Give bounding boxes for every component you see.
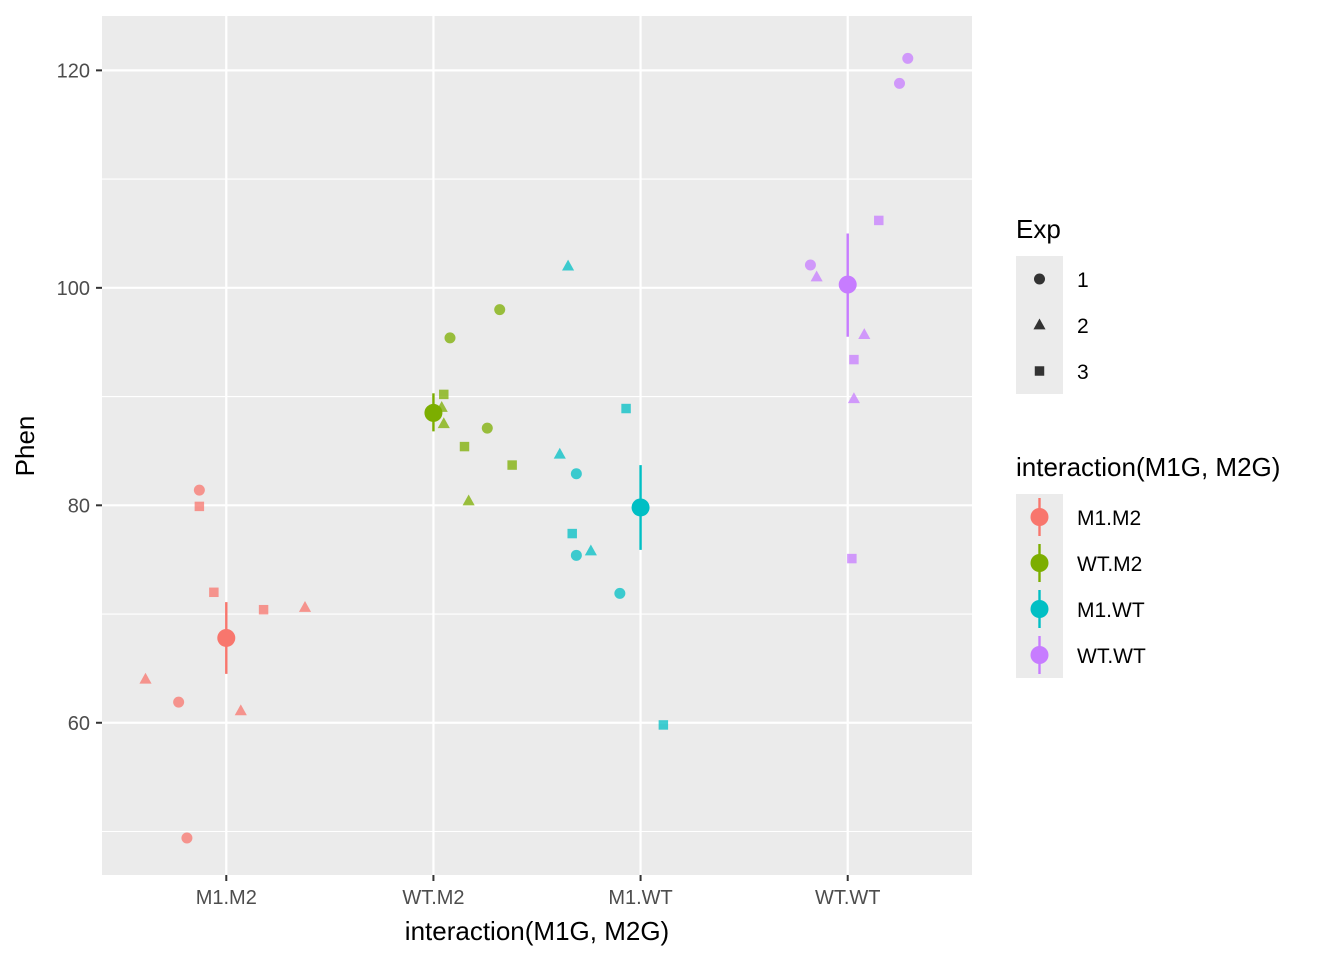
legend-label: 3 xyxy=(1077,361,1089,384)
legend-shape-circle xyxy=(1034,273,1045,285)
data-point xyxy=(439,389,449,400)
legend-mean-point xyxy=(1030,508,1049,526)
data-point xyxy=(444,332,456,344)
legend-label: 1 xyxy=(1077,269,1089,292)
mean-point xyxy=(424,403,443,422)
y-tick-label: 80 xyxy=(68,495,90,517)
x-axis-title: interaction(M1G, M2G) xyxy=(405,916,669,946)
data-point xyxy=(234,704,247,716)
data-point xyxy=(894,77,905,89)
data-point xyxy=(621,403,631,414)
data-point xyxy=(849,354,859,365)
data-point xyxy=(858,328,871,339)
axes: 60 80 100 120 M1.M2 WT.M2 M1.WT WT.WT xyxy=(57,60,881,909)
data-point xyxy=(810,270,823,282)
data-point xyxy=(584,544,597,556)
data-point xyxy=(553,447,566,459)
y-tick-label: 100 xyxy=(57,278,90,300)
y-tick-label: 60 xyxy=(68,713,90,735)
data-point xyxy=(298,601,312,612)
data-point xyxy=(181,832,193,844)
data-point xyxy=(494,304,506,316)
data-point xyxy=(804,259,816,271)
data-points xyxy=(139,52,914,844)
data-point xyxy=(847,392,860,404)
data-point xyxy=(139,672,152,684)
data-point xyxy=(507,460,517,470)
x-tick-label: M1.M2 xyxy=(196,887,257,909)
data-point xyxy=(209,587,219,598)
legend-mean-point xyxy=(1030,554,1049,572)
data-point xyxy=(173,696,185,708)
data-point xyxy=(658,720,669,730)
legend-label: M1.WT xyxy=(1077,599,1145,622)
data-point xyxy=(193,484,205,496)
legend-title-exp: Exp xyxy=(1016,214,1061,244)
legend-label: WT.M2 xyxy=(1077,553,1142,576)
mean-summaries xyxy=(217,233,857,674)
data-point xyxy=(258,604,269,615)
legend-shape-square xyxy=(1034,366,1045,376)
legend-mean-point xyxy=(1030,600,1049,618)
x-tick-label: WT.WT xyxy=(815,887,881,909)
x-tick-label: WT.M2 xyxy=(402,887,464,909)
data-point xyxy=(194,501,205,512)
legend-shape-triangle xyxy=(1033,318,1046,330)
plot-panel xyxy=(102,16,972,875)
grid-lines xyxy=(102,16,972,875)
mean-point xyxy=(217,628,236,647)
data-point xyxy=(459,441,470,452)
data-point xyxy=(481,422,493,434)
y-axis-title: Phen xyxy=(10,416,40,477)
legend-mean-point xyxy=(1030,646,1049,664)
y-tick-label: 120 xyxy=(57,60,90,82)
data-point xyxy=(570,549,582,561)
legend-label: WT.WT xyxy=(1077,645,1146,668)
data-point xyxy=(874,215,884,226)
data-point xyxy=(902,52,914,64)
data-point xyxy=(567,528,577,539)
data-point xyxy=(570,468,582,480)
legend-title-interaction: interaction(M1G, M2G) xyxy=(1016,452,1280,482)
data-point xyxy=(562,259,575,271)
data-point xyxy=(437,417,450,429)
legend-label: M1.M2 xyxy=(1077,507,1141,530)
x-tick-label: M1.WT xyxy=(608,887,672,909)
legends: Exp 1 2 3 interaction(M1G, M2G) M1.M2 WT.M2 M1.… xyxy=(1016,214,1280,678)
mean-point xyxy=(838,275,857,294)
data-point xyxy=(462,494,475,506)
mean-point xyxy=(631,498,650,517)
legend-label: 2 xyxy=(1077,315,1089,338)
data-point xyxy=(847,553,857,564)
data-point xyxy=(614,587,626,599)
